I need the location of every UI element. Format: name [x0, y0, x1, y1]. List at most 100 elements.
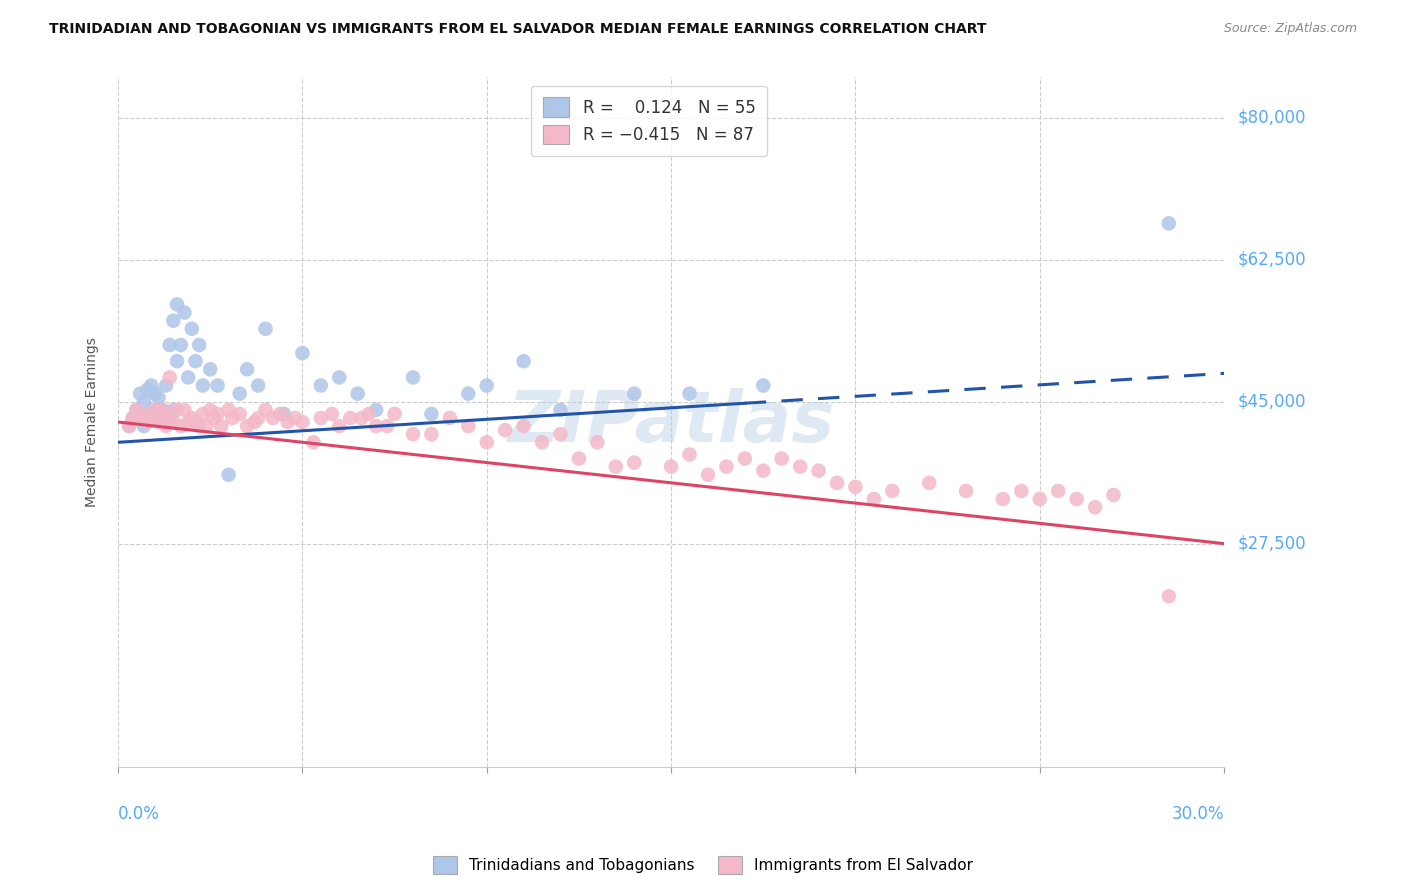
Point: [752, 378, 775, 392]
Point: [166, 297, 188, 311]
Point: [531, 435, 554, 450]
Point: [439, 411, 461, 425]
Point: [191, 407, 214, 421]
Point: [166, 402, 188, 417]
Point: [180, 322, 202, 336]
Point: [236, 362, 259, 376]
Point: [173, 305, 195, 319]
Point: [475, 378, 498, 392]
Point: [402, 370, 425, 384]
Point: [918, 475, 941, 490]
Point: [121, 411, 143, 425]
Point: [136, 415, 159, 429]
Point: [512, 419, 534, 434]
Point: [143, 402, 166, 417]
Point: [143, 407, 166, 421]
Point: [141, 402, 163, 417]
Point: [125, 402, 148, 417]
Point: [184, 354, 207, 368]
Point: [148, 402, 170, 417]
Point: [770, 451, 793, 466]
Point: [1029, 491, 1052, 506]
Point: [221, 411, 243, 425]
Text: $45,000: $45,000: [1239, 392, 1306, 410]
Point: [734, 451, 756, 466]
Point: [262, 411, 284, 425]
Point: [177, 370, 200, 384]
Point: [254, 322, 277, 336]
Point: [141, 411, 163, 425]
Point: [375, 419, 398, 434]
Point: [254, 402, 277, 417]
Point: [955, 483, 977, 498]
Point: [568, 451, 591, 466]
Point: [180, 411, 202, 425]
Point: [1102, 488, 1125, 502]
Point: [155, 411, 177, 425]
Point: [291, 415, 314, 429]
Point: [155, 378, 177, 392]
Point: [420, 427, 443, 442]
Text: 30.0%: 30.0%: [1171, 805, 1225, 823]
Point: [125, 402, 148, 417]
Point: [991, 491, 1014, 506]
Point: [155, 407, 177, 421]
Point: [457, 419, 479, 434]
Point: [150, 411, 173, 425]
Point: [1157, 216, 1180, 230]
Point: [155, 419, 177, 434]
Point: [136, 411, 159, 425]
Point: [170, 419, 193, 434]
Point: [1157, 590, 1180, 604]
Point: [118, 419, 141, 434]
Text: Source: ZipAtlas.com: Source: ZipAtlas.com: [1223, 22, 1357, 36]
Point: [350, 411, 373, 425]
Point: [184, 415, 207, 429]
Point: [1084, 500, 1107, 515]
Point: [328, 419, 350, 434]
Point: [247, 378, 270, 392]
Point: [162, 402, 184, 417]
Point: [148, 415, 170, 429]
Point: [129, 386, 152, 401]
Point: [1047, 483, 1070, 498]
Point: [752, 464, 775, 478]
Point: [475, 435, 498, 450]
Point: [247, 411, 270, 425]
Point: [228, 386, 250, 401]
Point: [132, 407, 155, 421]
Point: [191, 378, 214, 392]
Point: [162, 313, 184, 327]
Legend: R =    0.124   N = 55, R = −0.415   N = 87: R = 0.124 N = 55, R = −0.415 N = 87: [531, 86, 768, 156]
Point: [309, 378, 332, 392]
Text: $62,500: $62,500: [1239, 251, 1306, 268]
Point: [512, 354, 534, 368]
Point: [366, 402, 388, 417]
Text: $80,000: $80,000: [1239, 109, 1306, 127]
Point: [284, 411, 307, 425]
Point: [273, 407, 295, 421]
Point: [457, 386, 479, 401]
Point: [882, 483, 904, 498]
Point: [173, 402, 195, 417]
Point: [159, 338, 181, 352]
Point: [678, 386, 700, 401]
Point: [243, 415, 266, 429]
Point: [162, 415, 184, 429]
Point: [132, 419, 155, 434]
Point: [143, 411, 166, 425]
Point: [202, 411, 225, 425]
Point: [494, 423, 516, 437]
Text: ZIPatlas: ZIPatlas: [508, 387, 835, 457]
Point: [807, 464, 830, 478]
Point: [697, 467, 720, 482]
Point: [420, 407, 443, 421]
Point: [159, 370, 181, 384]
Point: [659, 459, 682, 474]
Point: [218, 402, 240, 417]
Point: [550, 402, 572, 417]
Point: [188, 338, 211, 352]
Point: [129, 407, 152, 421]
Point: [166, 354, 188, 368]
Point: [136, 383, 159, 397]
